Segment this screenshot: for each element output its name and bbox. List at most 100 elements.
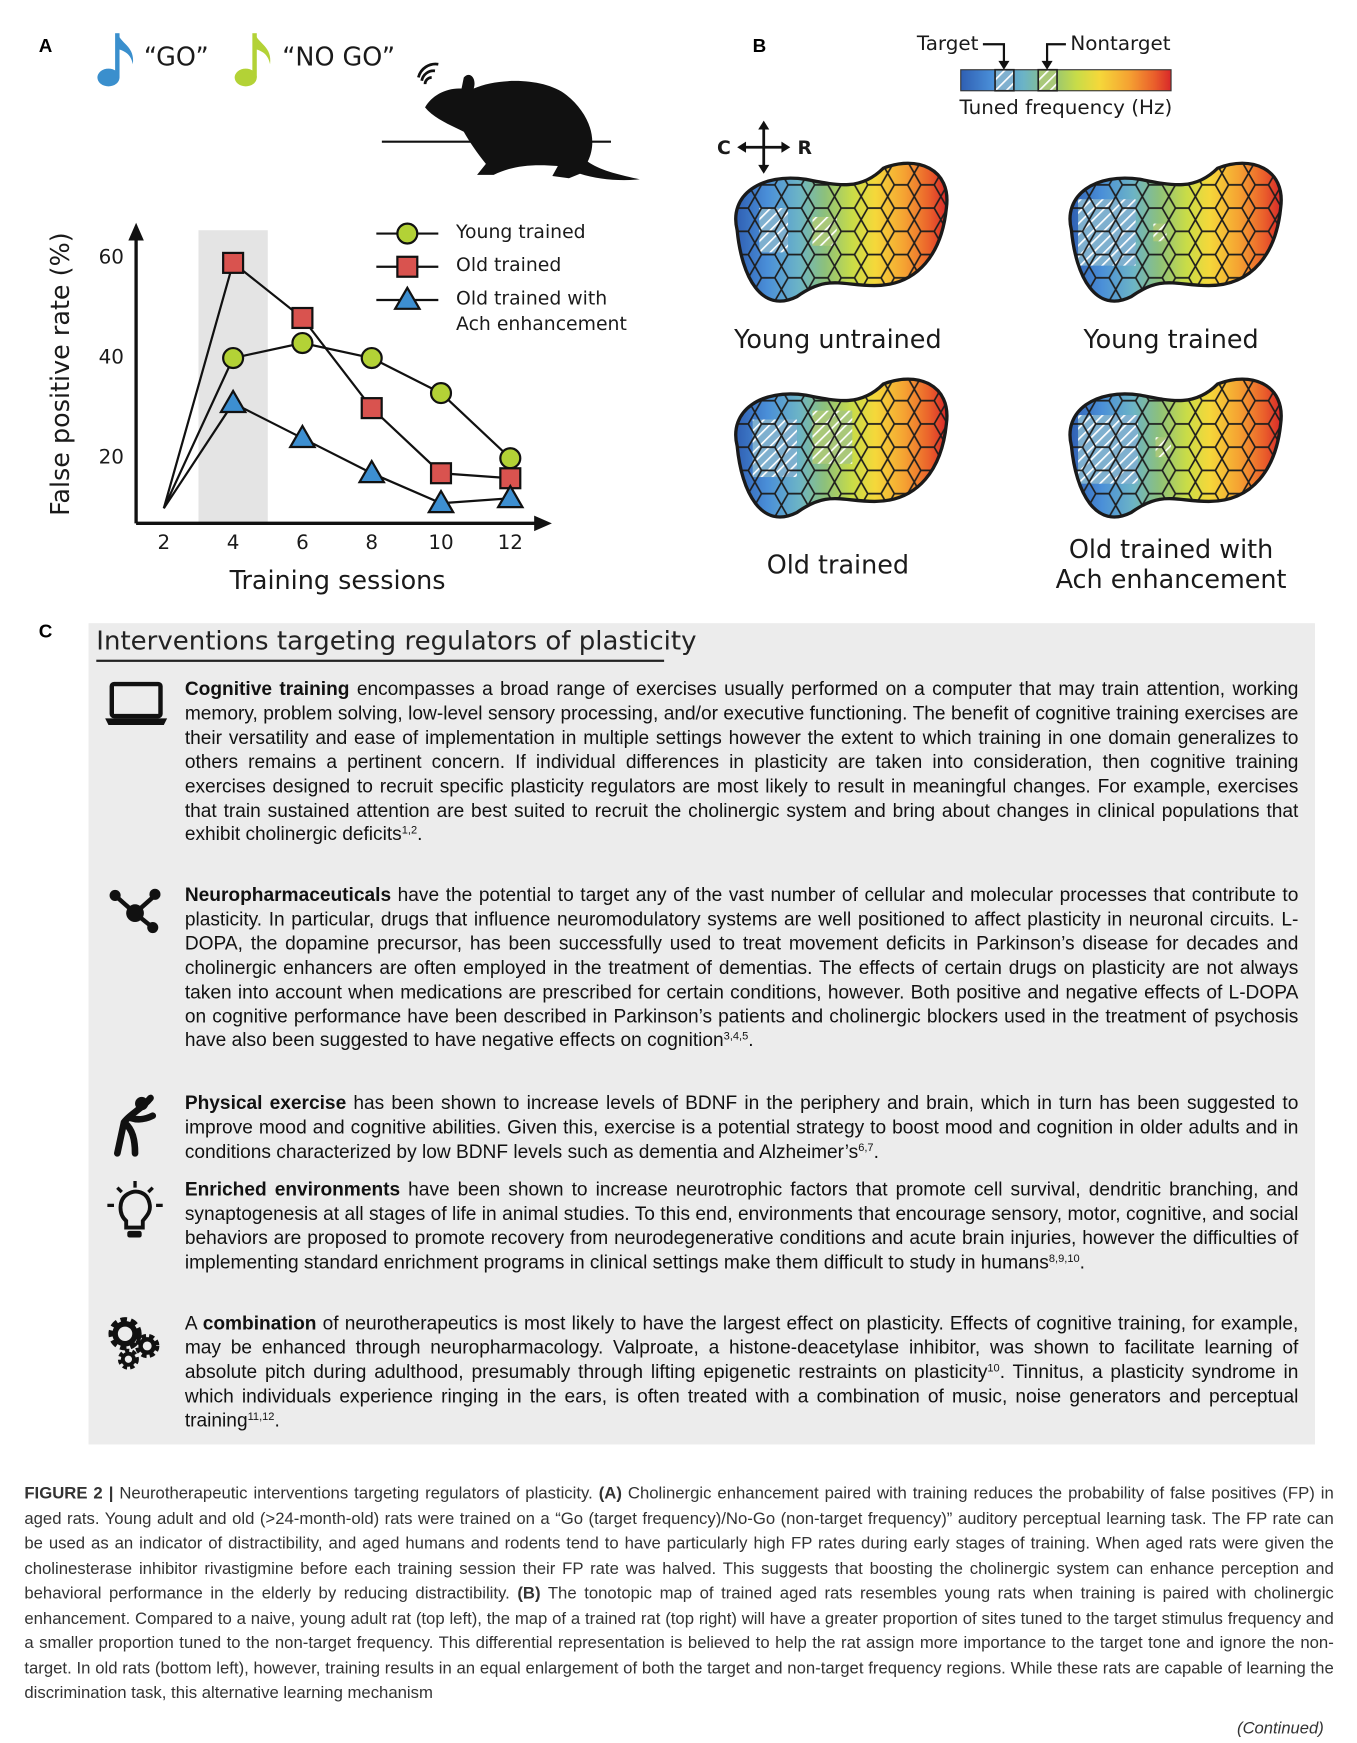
continued-note: (Continued)	[1237, 1719, 1324, 1738]
y-tick-label: 60	[99, 245, 124, 268]
tonotopic-map	[1063, 162, 1284, 311]
colorbar-label: Tuned frequency (Hz)	[959, 96, 1173, 119]
point	[292, 333, 312, 353]
sound-waves	[418, 64, 438, 84]
highlight-band	[198, 230, 267, 523]
x-tick-label: 4	[227, 531, 240, 554]
panel-label: A	[39, 35, 53, 57]
intervention-paragraph: Neuropharmaceuticals have the potential …	[185, 883, 1299, 1053]
text: has been shown to increase levels of BDN…	[185, 1091, 1299, 1162]
citation: 10	[987, 1362, 999, 1374]
bold-text: Neuropharmaceuticals	[185, 883, 391, 905]
panel-label: B	[753, 35, 767, 57]
nontarget-band	[1038, 70, 1057, 91]
gears-icon	[106, 1315, 164, 1373]
bold-text: Physical exercise	[185, 1091, 346, 1113]
legend-marker	[395, 288, 419, 309]
note-flag	[255, 33, 271, 64]
compass	[742, 125, 786, 169]
rat-silhouette	[425, 75, 640, 180]
citation: 8,9,10	[1049, 1253, 1080, 1265]
point	[431, 383, 451, 403]
bold-text: FIGURE 2 |	[24, 1484, 113, 1503]
map-label: Old trained	[767, 551, 909, 581]
tonotopic-map	[728, 162, 949, 311]
text: .	[1080, 1250, 1085, 1272]
text: A	[185, 1312, 203, 1334]
nogo-label: “NO GO”	[282, 43, 395, 73]
point	[500, 448, 520, 468]
figure: “GO”“NO GO”24681012204060Training sessio…	[0, 0, 1357, 1743]
lightbulb-icon	[105, 1181, 165, 1243]
legend-label: Young trained	[456, 220, 644, 245]
point	[431, 463, 451, 483]
legend-marker	[397, 224, 417, 244]
text: Neurotherapeutic interventions targeting…	[113, 1484, 598, 1503]
bold-text: Enriched environments	[185, 1178, 400, 1200]
bold-text: combination	[203, 1312, 317, 1334]
citation: 11,12	[248, 1411, 275, 1423]
point	[292, 308, 312, 328]
legend-label: Old trained with Ach enhancement	[456, 287, 644, 338]
point	[290, 426, 314, 447]
tonotopic-map	[728, 377, 949, 526]
map-label: Old trained with	[1069, 535, 1273, 565]
colorbar	[961, 70, 1171, 91]
note-flag	[117, 33, 133, 64]
intervention-paragraph: Enriched environments have been shown to…	[185, 1178, 1299, 1275]
exercise-icon	[108, 1094, 159, 1158]
map-label: Ach enhancement	[1056, 565, 1287, 595]
target-arrowhead	[998, 61, 1009, 70]
molecule-icon	[108, 887, 163, 936]
compass-r: R	[797, 138, 812, 159]
citation: 6,7	[858, 1142, 873, 1154]
nontarget-arrow	[1047, 44, 1066, 63]
page-body: “GO”“NO GO”24681012204060Training sessio…	[0, 0, 1357, 1743]
interventions-box: Interventions targeting regulators of pl…	[89, 623, 1315, 1444]
bold-text: (B)	[517, 1584, 540, 1603]
x-tick-label: 2	[157, 531, 170, 554]
music-note	[235, 33, 271, 86]
figure-caption: FIGURE 2 | Neurotherapeutic intervention…	[24, 1482, 1333, 1706]
legend-label: Old trained	[456, 253, 644, 278]
map-label: Young untrained	[733, 325, 941, 355]
text: .	[274, 1409, 279, 1431]
page-root: Figure 2 {"panel_a": {"label": "A", "go"…	[0, 0, 1357, 1743]
x-axis-arrow	[534, 516, 552, 531]
x-tick-label: 12	[498, 531, 523, 554]
citation: 3,4,5	[724, 1031, 749, 1043]
intervention-paragraph: Physical exercise has been shown to incr…	[185, 1091, 1299, 1164]
text: have the potential to target any of the …	[185, 883, 1299, 1051]
music-note	[97, 33, 133, 86]
point	[223, 348, 243, 368]
point	[362, 398, 382, 418]
y-axis-arrow	[128, 223, 143, 241]
box-heading: Interventions targeting regulators of pl…	[96, 625, 664, 662]
go-label: “GO”	[144, 43, 209, 73]
compass-c: C	[717, 138, 731, 159]
y-tick-label: 40	[99, 346, 124, 369]
intervention-paragraph: Cognitive training encompasses a broad r…	[185, 677, 1299, 847]
x-tick-label: 10	[428, 531, 453, 554]
bold-text: (A)	[599, 1484, 622, 1503]
target-arrow	[983, 44, 1004, 63]
bold-text: Cognitive training	[185, 677, 350, 699]
text: encompasses a broad range of exercises u…	[185, 677, 1299, 845]
map-label: Young trained	[1082, 325, 1258, 355]
x-tick-label: 8	[365, 531, 378, 554]
nontarget-arrowhead	[1042, 61, 1053, 70]
legend-marker	[397, 257, 417, 277]
intervention-paragraph: A combination of neurotherapeutics is mo…	[185, 1312, 1299, 1433]
target-label: Target	[916, 32, 979, 55]
laptop-icon	[104, 681, 168, 727]
text: .	[748, 1029, 753, 1051]
x-tick-label: 6	[296, 531, 309, 554]
legend-entry: Old trained with Ach enhancement	[456, 287, 644, 353]
nontarget-label: Nontarget	[1070, 32, 1170, 55]
text: .	[417, 823, 422, 845]
text: .	[874, 1140, 879, 1162]
citation: 1,2	[402, 825, 417, 837]
point	[360, 461, 384, 482]
y-tick-label: 20	[99, 446, 124, 469]
